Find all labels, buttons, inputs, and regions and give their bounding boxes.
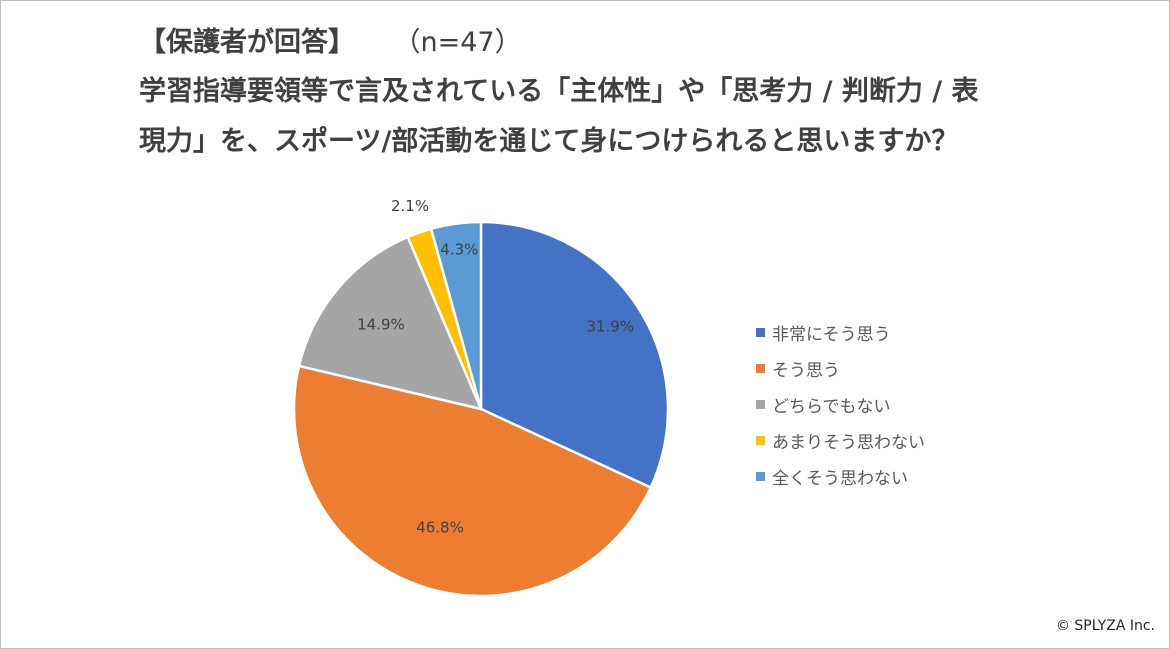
legend-item: 全くそう思わない <box>756 458 925 494</box>
legend-label: 非常にそう思う <box>772 324 891 345</box>
chart-title-block: 【保護者が回答】 （n=47） 学習指導要領等で言及されている「主体性」や「思考力… <box>139 21 1149 167</box>
copyright-notice: © SPLYZA Inc. <box>1055 618 1155 634</box>
legend-swatch <box>756 435 765 445</box>
legend-label: あまりそう思わない <box>772 432 925 453</box>
chart-legend: 非常にそう思う そう思うどちらでもないあまりそう思わない 全くそう思わない <box>756 314 925 494</box>
question-line-2: 現力」を、スポーツ/部活動を通じて身につけられると思いますか？ <box>139 126 959 157</box>
pie-slice <box>297 235 484 411</box>
title-line-1: 【保護者が回答】 （n=47） <box>139 21 1149 65</box>
respondent-label: 【保護者が回答】 <box>139 27 355 58</box>
pie-slice <box>429 220 483 410</box>
pie-slice <box>292 364 653 598</box>
data-label: 14.9% <box>357 316 405 334</box>
pie-chart: 31.9% 46.8% 14.9% 2.1% 4.3% <box>292 197 670 598</box>
legend-item: そう思う <box>756 350 925 386</box>
sample-size: （n=47） <box>407 27 522 58</box>
data-label: 31.9% <box>586 317 634 335</box>
question-line-1: 学習指導要領等で言及されている「主体性」や「思考力 / 判断力 / 表 <box>139 76 979 107</box>
data-label: 4.3% <box>440 241 478 259</box>
legend-label: 全くそう思わない <box>772 468 908 489</box>
legend-swatch <box>756 327 765 337</box>
legend-label: そう思う <box>772 360 840 381</box>
legend-swatch <box>756 399 765 409</box>
legend-label: どちらでもない <box>772 396 891 417</box>
data-label: 46.8% <box>416 518 464 536</box>
legend-item: どちらでもない <box>756 386 925 422</box>
legend-item: あまりそう思わない <box>756 422 925 458</box>
legend-swatch <box>756 363 765 373</box>
data-label: 2.1% <box>391 197 429 215</box>
legend-swatch <box>756 471 765 481</box>
legend-item: 非常にそう思う <box>756 314 925 350</box>
pie-slice <box>479 220 670 490</box>
